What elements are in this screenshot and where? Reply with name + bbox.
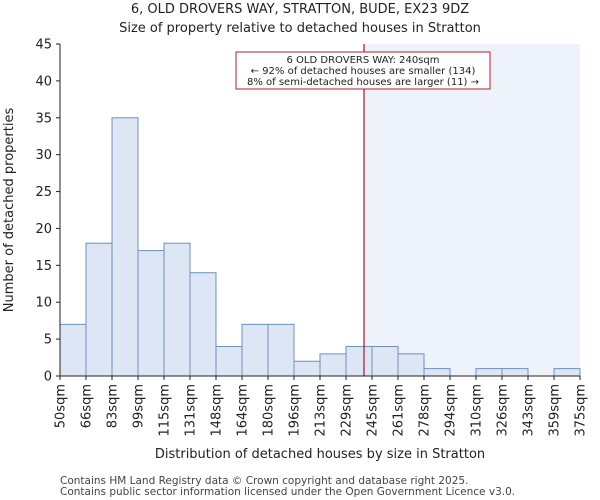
annotation-border	[235, 51, 491, 90]
x-tick-label-245sqm: 245sqm	[366, 384, 381, 437]
x-tick-label-180sqm: 180sqm	[262, 384, 277, 437]
x-tick-label-278sqm: 278sqm	[418, 384, 433, 437]
y-axis: 0 5 10 15 20 25 30 35 40 45	[35, 38, 61, 385]
x-tick-label-164sqm: 164sqm	[236, 384, 251, 437]
bar-148sqm	[215, 345, 243, 377]
x-tick-label-343sqm: 343sqm	[522, 384, 537, 437]
annotation-line-2: ← 92% of detached houses are smaller (13…	[251, 66, 476, 77]
y-axis-label: Number of detached properties	[2, 108, 17, 313]
annotation-box: 6 OLD DROVERS WAY: 240sqm ← 92% of detac…	[235, 51, 491, 90]
y-tick-label-35: 35	[35, 111, 52, 126]
y-tick-label-20: 20	[35, 222, 52, 237]
x-tick-label-375sqm: 375sqm	[574, 384, 589, 437]
bar-180sqm	[267, 323, 295, 377]
bar-66sqm	[85, 242, 113, 377]
bar-196sqm	[293, 360, 321, 377]
x-tick-label-294sqm: 294sqm	[444, 384, 459, 437]
bar-99sqm	[137, 250, 165, 377]
x-tick-label-310sqm: 310sqm	[470, 384, 485, 437]
footer-line-1: Contains HM Land Registry data © Crown c…	[60, 475, 468, 487]
x-tick-label-66sqm: 66sqm	[80, 384, 95, 428]
x-tick-label-326sqm: 326sqm	[496, 384, 511, 437]
bar-164sqm	[241, 323, 269, 377]
bar-245sqm	[371, 345, 399, 377]
y-tick-label-5: 5	[44, 333, 52, 348]
y-tick-label-45: 45	[35, 38, 52, 53]
bar-359sqm	[553, 368, 581, 377]
x-axis-label: Distribution of detached houses by size …	[155, 447, 485, 462]
y-tick-label-15: 15	[35, 259, 52, 274]
x-tick-label-99sqm: 99sqm	[132, 384, 147, 428]
y-tick-label-25: 25	[35, 185, 52, 200]
chart-subtitle: Size of property relative to detached ho…	[119, 21, 481, 36]
x-tick-label-148sqm: 148sqm	[210, 384, 225, 437]
bar-278sqm	[423, 368, 451, 377]
annotation-line-3: 8% of semi-detached houses are larger (1…	[247, 77, 479, 88]
y-tick-label-40: 40	[35, 74, 52, 89]
x-tick-label-50sqm: 50sqm	[54, 384, 69, 428]
bar-310sqm	[475, 368, 503, 377]
x-tick-label-83sqm: 83sqm	[106, 384, 121, 428]
bar-131sqm	[189, 272, 217, 377]
x-tick-label-359sqm: 359sqm	[548, 384, 563, 437]
bar-229sqm	[345, 345, 373, 377]
x-tick-label-229sqm: 229sqm	[340, 384, 355, 437]
footer-line-2: Contains public sector information licen…	[60, 486, 515, 498]
bar-326sqm	[501, 368, 529, 377]
bar-213sqm	[319, 353, 347, 377]
x-tick-label-196sqm: 196sqm	[288, 384, 303, 437]
annotation-line-1: 6 OLD DROVERS WAY: 240sqm	[287, 55, 440, 66]
x-tick-label-261sqm: 261sqm	[392, 384, 407, 437]
bars-group	[59, 117, 581, 377]
y-tick-label-30: 30	[35, 148, 52, 163]
x-tick-label-115sqm: 115sqm	[158, 384, 173, 437]
bar-83sqm	[111, 117, 139, 377]
x-tick-label-213sqm: 213sqm	[314, 384, 329, 437]
bar-115sqm	[163, 242, 191, 377]
bar-261sqm	[397, 353, 425, 377]
larger-houses-region	[364, 44, 580, 376]
y-tick-label-0: 0	[44, 370, 52, 385]
x-axis: 50sqm 66sqm 83sqm 99sqm 115sqm 131sqm 148sqm 16…	[54, 375, 589, 437]
chart-title: 6, OLD DROVERS WAY, STRATTON, BUDE, EX23…	[131, 2, 469, 17]
x-tick-label-131sqm: 131sqm	[184, 384, 199, 437]
bar-50sqm	[59, 323, 87, 377]
y-tick-label-10: 10	[35, 296, 52, 311]
